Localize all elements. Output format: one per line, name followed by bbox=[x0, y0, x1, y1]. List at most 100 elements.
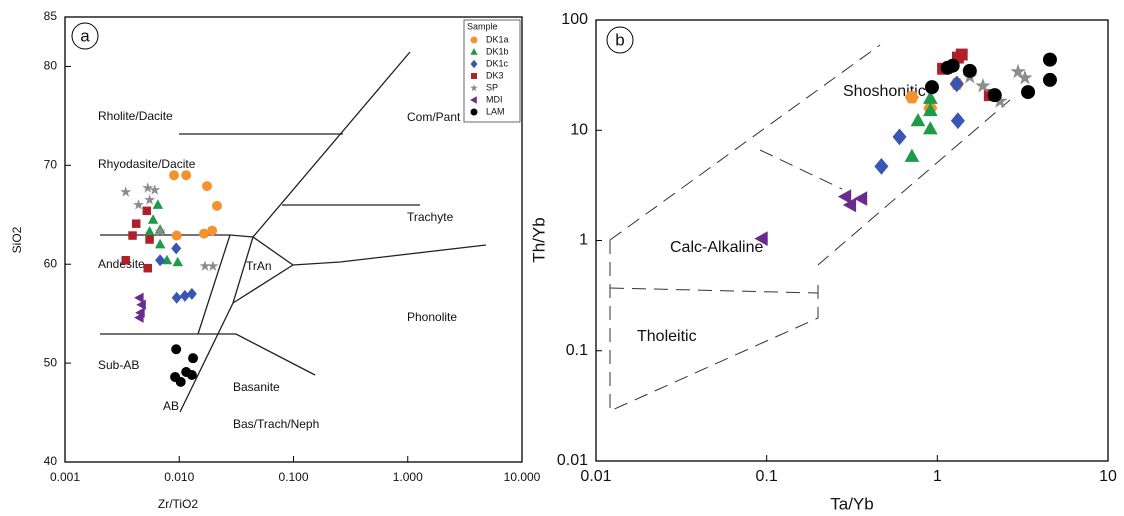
data-point bbox=[171, 344, 182, 355]
panel-badge bbox=[71, 22, 99, 50]
data-point bbox=[188, 353, 199, 364]
legend-label: DK1b bbox=[486, 46, 509, 56]
data-point bbox=[171, 242, 182, 255]
data-point bbox=[923, 121, 938, 135]
legend-marker bbox=[470, 59, 478, 69]
data-point bbox=[837, 189, 852, 204]
y-tick-label: 40 bbox=[44, 454, 58, 468]
data-point bbox=[955, 48, 968, 61]
data-point bbox=[923, 102, 938, 117]
y-tick-label: 80 bbox=[44, 59, 58, 73]
legend-label: DK1a bbox=[486, 34, 509, 44]
data-point bbox=[172, 256, 183, 267]
field-label: Rhyodasite/Dacite bbox=[98, 157, 196, 171]
legend-label: DK1c bbox=[486, 58, 509, 68]
data-point bbox=[904, 148, 920, 162]
data-point bbox=[874, 158, 889, 175]
x-tick-label: 1 bbox=[933, 468, 942, 485]
data-point bbox=[987, 88, 1002, 103]
panel-b-fields bbox=[609, 44, 1011, 412]
data-point bbox=[842, 197, 857, 213]
data-point bbox=[121, 256, 130, 265]
y-axis-label: SiO2 bbox=[10, 226, 24, 253]
x-tick-label: 0.1 bbox=[756, 468, 778, 485]
x-tick-label: 0.010 bbox=[164, 470, 194, 484]
data-point bbox=[144, 194, 156, 205]
data-point bbox=[924, 80, 939, 95]
legend-label: LAM bbox=[486, 106, 505, 116]
y-axis-label: Th/Yb bbox=[529, 217, 548, 262]
y-tick-label: 50 bbox=[44, 355, 58, 369]
data-point bbox=[949, 75, 964, 93]
data-point bbox=[145, 235, 154, 244]
field-label: AB bbox=[163, 399, 179, 413]
field-label: TrAn bbox=[246, 259, 272, 273]
field-label: Calc-Alkaline bbox=[670, 239, 763, 256]
field-label: Trachyte bbox=[407, 210, 454, 224]
legend-label: DK3 bbox=[486, 70, 504, 80]
data-point bbox=[892, 128, 907, 146]
data-point bbox=[992, 93, 1008, 108]
x-tick-label: 10 bbox=[1099, 468, 1117, 485]
data-point bbox=[754, 231, 768, 246]
field-label: Phonolite bbox=[407, 310, 457, 324]
x-tick-label: 10.000 bbox=[504, 470, 541, 484]
data-point bbox=[120, 186, 132, 197]
data-point bbox=[1017, 69, 1033, 85]
y-tick-label: 0.01 bbox=[557, 452, 588, 469]
field-label: Tholeitic bbox=[637, 328, 697, 345]
data-point bbox=[147, 214, 159, 224]
data-point bbox=[134, 312, 144, 323]
data-point bbox=[175, 376, 186, 387]
data-point bbox=[207, 260, 219, 271]
legend-label: SP bbox=[486, 82, 498, 92]
data-point bbox=[128, 231, 137, 240]
x-tick-label: 0.001 bbox=[50, 470, 80, 484]
data-point bbox=[962, 63, 977, 78]
panel-label: b bbox=[615, 30, 624, 49]
legend-marker bbox=[471, 73, 477, 79]
field-label: Bas/Trach/Neph bbox=[233, 417, 319, 431]
x-axis-label: Zr/TiO2 bbox=[158, 497, 199, 511]
field-label: Basanite bbox=[233, 380, 280, 394]
data-point bbox=[181, 170, 192, 181]
data-point bbox=[143, 263, 152, 273]
data-point bbox=[211, 200, 222, 211]
data-point bbox=[144, 226, 155, 236]
data-point bbox=[904, 91, 919, 104]
y-tick-label: 70 bbox=[44, 158, 58, 172]
y-tick-label: 1 bbox=[579, 232, 588, 249]
legend-marker bbox=[470, 108, 478, 116]
panel-badge bbox=[606, 26, 634, 54]
data-point bbox=[171, 230, 182, 241]
data-point bbox=[142, 182, 154, 193]
data-point bbox=[134, 292, 144, 304]
data-point bbox=[131, 219, 141, 228]
data-point bbox=[975, 77, 991, 93]
data-point bbox=[207, 225, 218, 236]
data-point bbox=[1010, 63, 1026, 79]
data-point bbox=[154, 225, 166, 237]
x-tick-label: 0.100 bbox=[278, 470, 308, 484]
data-point bbox=[169, 170, 180, 181]
field-label: Sub-AB bbox=[98, 358, 139, 372]
data-point bbox=[945, 58, 960, 73]
x-tick-label: 1.000 bbox=[393, 470, 423, 484]
panel-a-fields bbox=[100, 51, 487, 413]
legend-label: MDI bbox=[486, 94, 503, 104]
data-point bbox=[155, 254, 166, 267]
legend-marker bbox=[470, 36, 478, 44]
data-point bbox=[133, 199, 144, 210]
data-point bbox=[199, 260, 211, 271]
field-label: Rholite/Dacite bbox=[98, 109, 173, 123]
data-point bbox=[161, 254, 173, 265]
legend-title: Sample bbox=[467, 21, 498, 31]
y-tick-label: 10 bbox=[570, 121, 588, 138]
data-point bbox=[149, 184, 161, 195]
field-label: Com/Pant bbox=[407, 110, 461, 124]
legend-marker bbox=[470, 84, 478, 92]
data-point bbox=[142, 206, 152, 216]
data-point bbox=[199, 228, 210, 239]
data-point bbox=[923, 90, 938, 104]
